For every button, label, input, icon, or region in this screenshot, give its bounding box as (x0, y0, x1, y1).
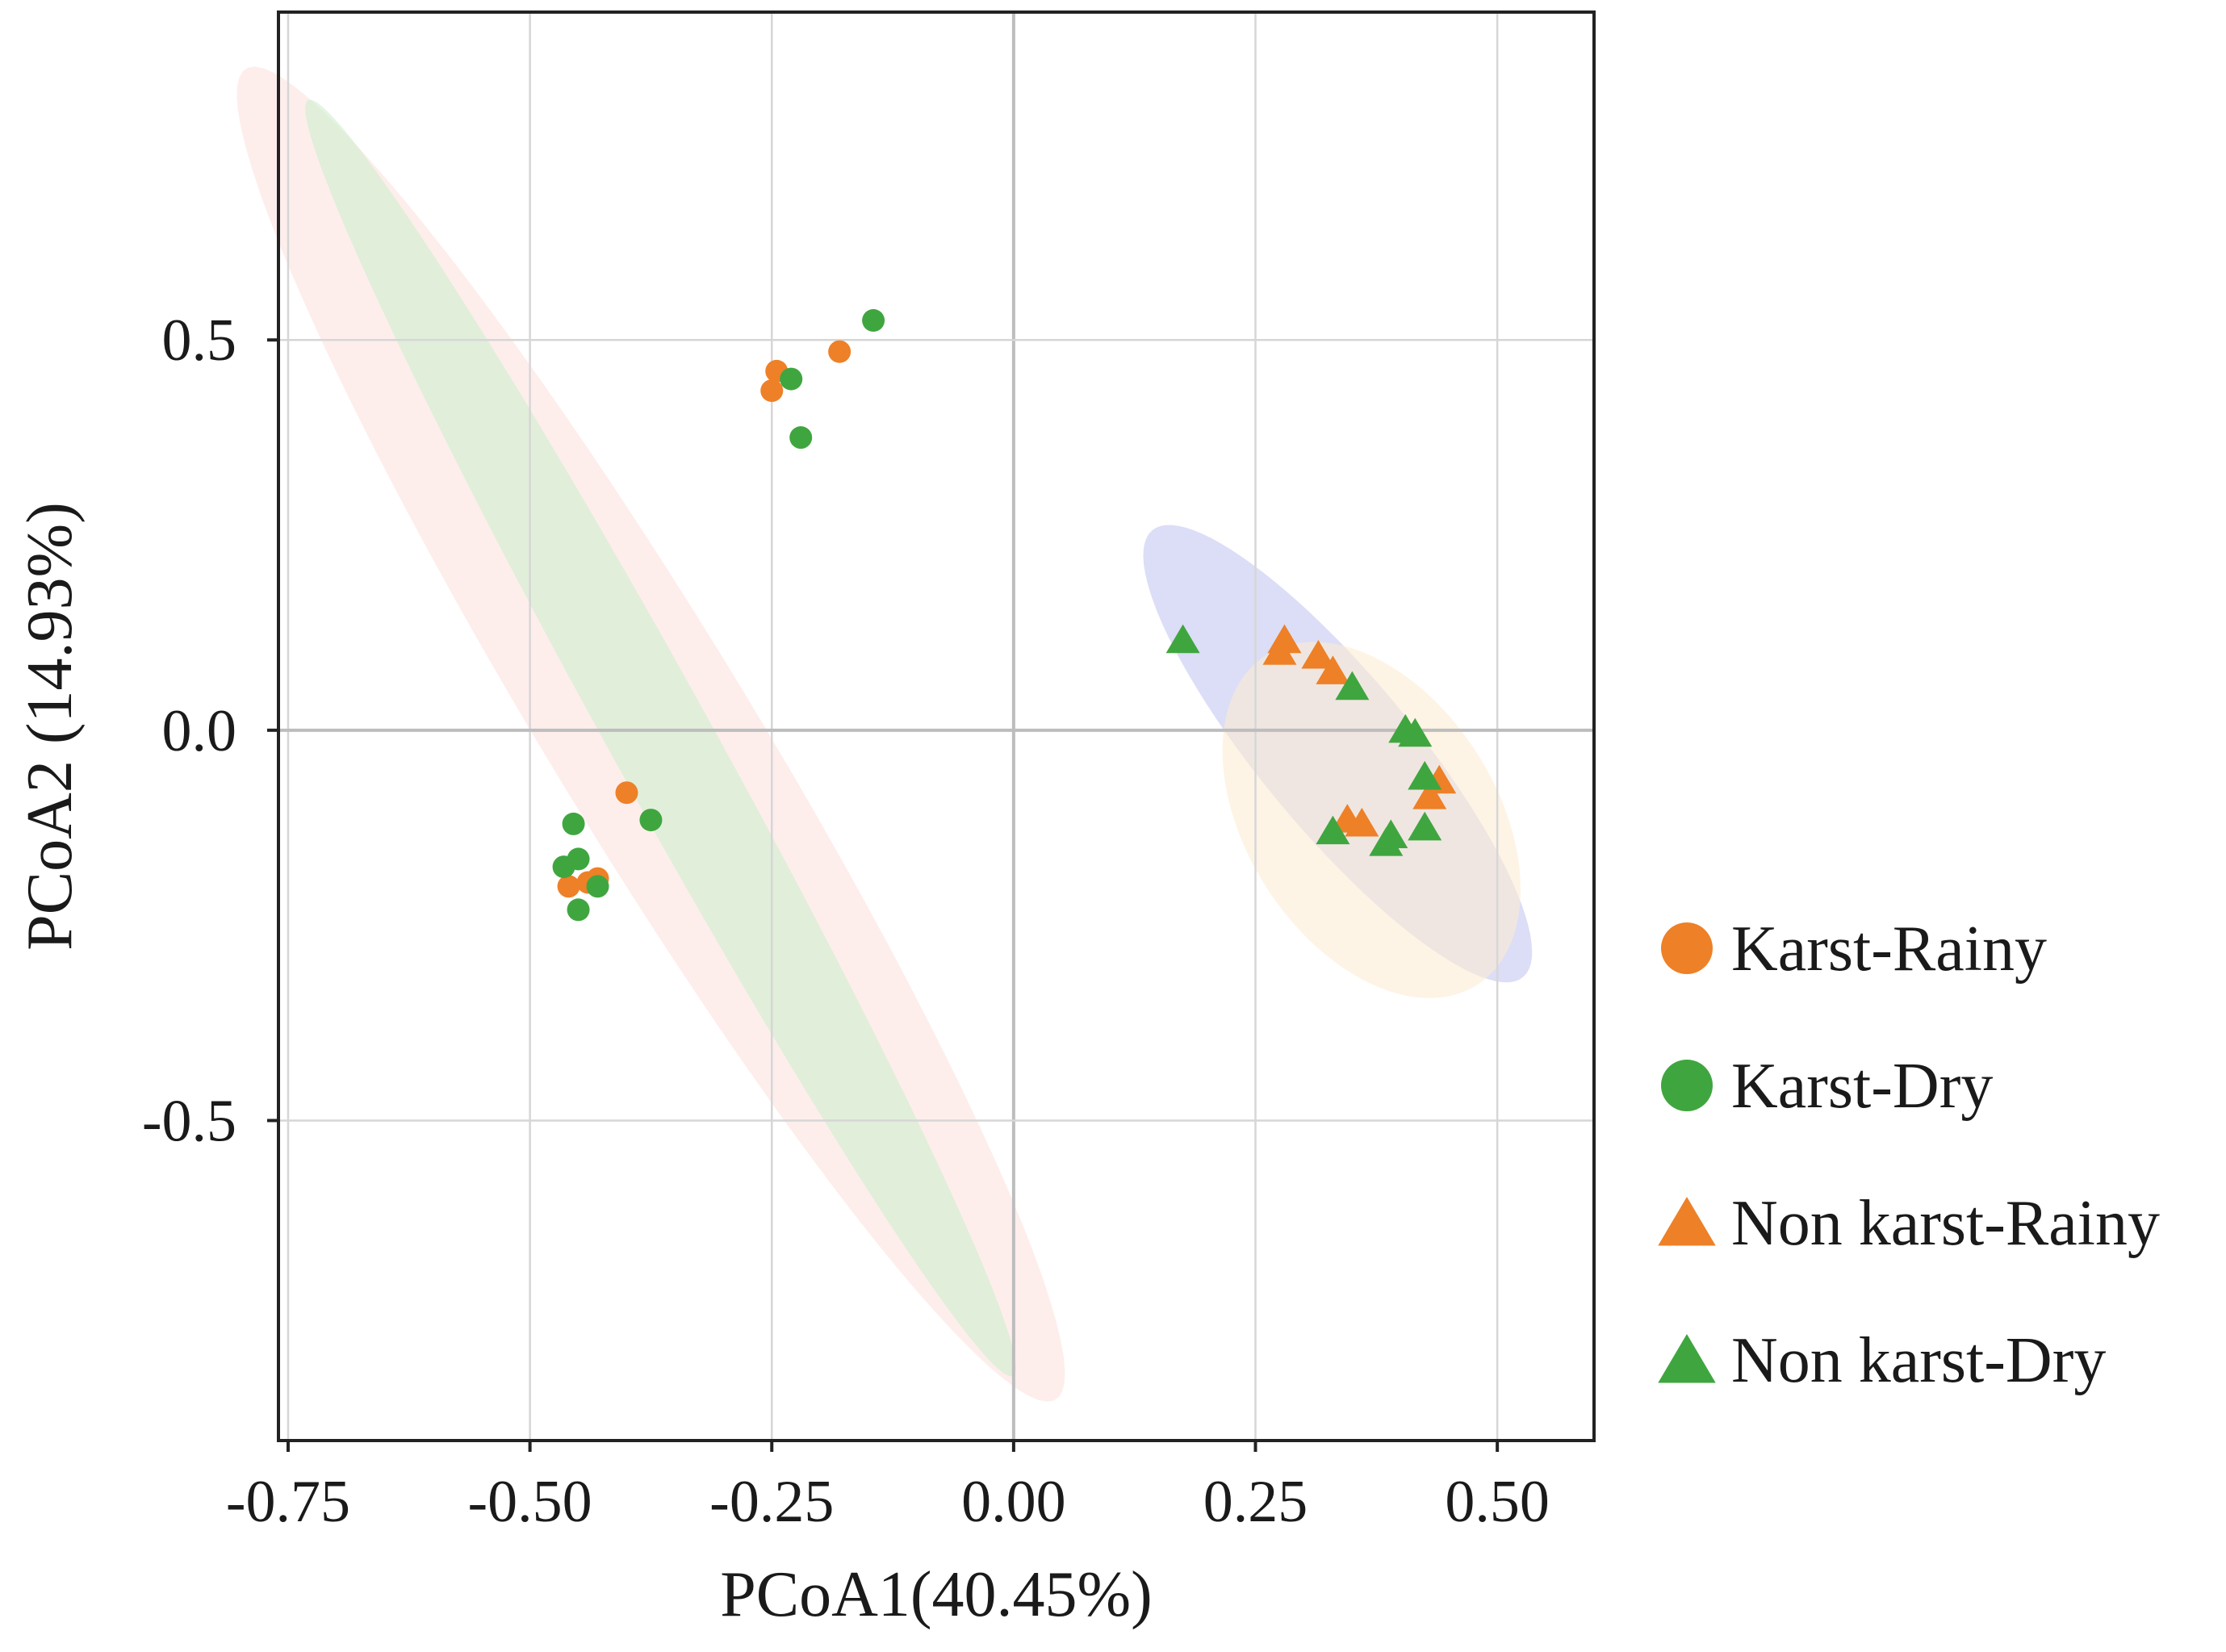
data-point (1165, 624, 1200, 654)
x-axis-title: PCoA1(40.45%) (720, 1559, 1153, 1630)
data-point (586, 875, 609, 898)
legend: Karst-Rainy Karst-Dry Non karst-Rainy Non k… (1658, 914, 2160, 1396)
legend-item: Non karst-Dry (1658, 1325, 2106, 1396)
data-point (615, 781, 638, 805)
data-point (1408, 811, 1442, 841)
y-tick-label: -0.5 (142, 1088, 236, 1154)
data-point (1398, 717, 1433, 747)
legend-item: Karst-Dry (1661, 1051, 1993, 1122)
legend-marker-circle (1661, 922, 1713, 974)
data-point (789, 426, 813, 450)
data-point (562, 812, 585, 835)
x-tick-label: 0.50 (1445, 1469, 1550, 1535)
x-tick-label: -0.25 (709, 1469, 834, 1535)
legend-marker-triangle (1658, 1197, 1716, 1246)
x-tick-label: -0.75 (226, 1469, 350, 1535)
legend-label: Karst-Rainy (1731, 914, 2047, 985)
data-point (760, 379, 784, 403)
legend-item: Karst-Rainy (1661, 914, 2047, 985)
data-point (1316, 655, 1350, 684)
data-point (567, 898, 590, 922)
legend-label: Karst-Dry (1731, 1051, 1993, 1122)
confidence-ellipses (236, 66, 1533, 1402)
x-tick-label: 0.00 (961, 1469, 1066, 1535)
y-tick-label: 0.0 (162, 698, 237, 764)
y-tick-label: 0.5 (162, 307, 237, 374)
plot-frame (277, 10, 1596, 1442)
legend-marker-triangle (1658, 1334, 1716, 1383)
legend-label: Non karst-Dry (1731, 1325, 2106, 1396)
grid (278, 12, 1594, 1441)
y-axis-title: PCoA2 (14.93%) (15, 502, 86, 951)
data-point (557, 875, 580, 898)
data-point (639, 809, 663, 832)
data-point (828, 340, 851, 363)
ellipse-non-karst-rainy (1222, 642, 1521, 998)
x-tick-label: 0.25 (1203, 1469, 1308, 1535)
axis-ticks: -0.75 -0.50 -0.25 0.00 0.25 0.50 -0.5 0.0 0.5 (142, 307, 1550, 1535)
data-point (780, 367, 803, 391)
x-tick-label: -0.50 (468, 1469, 592, 1535)
data-point (1408, 760, 1442, 790)
legend-label: Non karst-Rainy (1731, 1188, 2160, 1259)
data-point (1345, 807, 1379, 837)
data-point (1412, 780, 1447, 809)
data-point (567, 847, 590, 871)
data-point (1374, 819, 1408, 849)
data-point (1301, 639, 1336, 669)
legend-marker-circle (1661, 1060, 1713, 1111)
ellipse-karst-dry (305, 99, 1016, 1377)
data-point (1335, 671, 1370, 701)
data-point (1262, 636, 1297, 665)
data-point (1316, 815, 1350, 845)
legend-item: Non karst-Rainy (1658, 1188, 2160, 1259)
data-points (552, 309, 1457, 922)
data-point (862, 309, 885, 332)
